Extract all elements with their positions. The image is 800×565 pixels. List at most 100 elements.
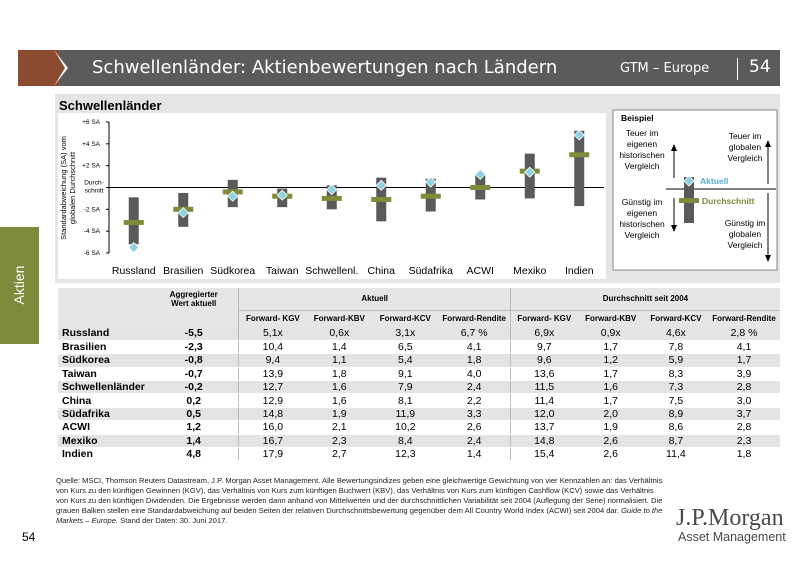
page-number-bottom: 54 [22,530,36,544]
current-diamond [524,166,536,178]
jpmorgan-logo: J.P.Morgan [676,505,784,531]
x-tick-label: Taiwan [266,265,299,277]
legend-durchschnitt-label: Durchschnitt [702,196,755,206]
section-tab[interactable] [0,227,39,344]
table-cell: 11,9 [372,407,439,422]
table-row: Russland -5,5 5,1x 0,6x 3,1x 6,7 % 6,9x 0,9x 4,6… [58,327,780,341]
legend-diamond [683,175,695,187]
table-cell: 4,1 [438,340,511,355]
table-cell: 3,1x [372,327,439,341]
table-cell: 2,3 [708,434,780,449]
table-row: Mexiko 1,4 16,7 2,3 8,4 2,4 14,8 2,6 8,7 2,3 [58,434,780,449]
current-diamond [227,190,239,202]
table-cell: 9,7 [509,340,578,355]
arrow-up-eigen-head-icon [671,144,677,151]
x-tick-label: Indien [565,265,594,277]
table-cell: 13,7 [509,420,578,435]
series-label: GTM – Europe [620,61,710,76]
valuation-table: Aggregierter Wert aktuell Aktuell Durchs… [58,288,780,462]
table-cell: 2,8 [708,380,780,395]
table-cell: 2,6 [577,434,644,449]
table-row: Südafrika 0,5 14,8 1,9 11,9 3,3 12,0 2,0 8,9 3,7 [58,407,780,422]
current-diamond [276,189,288,201]
table-cell: 1,7 [577,340,644,355]
table-cell: 1,2 [577,353,644,368]
table-cell: 11,5 [509,380,578,395]
y-axis-title: Standardabweichung (SA) vomglobalen Durc… [59,136,77,240]
table-cell: 13,6 [509,367,578,382]
average-marker [321,195,342,201]
table-cell: 8,3 [643,367,709,382]
table-cell: 2,3 [306,434,373,449]
legend-title: Beispiel [621,113,654,123]
table-cell: 16,0 [238,420,307,435]
table-cell: 1,7 [577,393,644,408]
average-marker [123,219,144,225]
current-diamond [425,176,437,188]
table-cell: 5,1x [238,327,307,341]
table-row: China 0,2 12,9 1,6 8,1 2,2 11,4 1,7 7,5 3,0 [58,393,780,408]
row-header: China [58,393,149,408]
table-cell: 1,8 [438,353,511,368]
table-cell: 6,9x [509,327,578,341]
agg-cell: 0,2 [148,393,239,408]
table-cell: 14,8 [509,434,578,449]
current-diamond [177,207,189,219]
table-cell: 10,2 [372,420,439,435]
table-cell: 15,4 [509,447,578,462]
source-note: Quelle: MSCI, Thomson Reuters Datastream… [56,476,666,526]
table-cell: 1,4 [438,447,511,462]
y-tick-label: +6 SA [82,119,101,126]
row-header: Schwellenländer [58,380,149,395]
table-cell: 5,4 [372,353,439,368]
table-cell: 12,9 [238,393,307,408]
subheader-cell: Forward-Rendite [708,309,780,327]
group-header-aktuell: Aktuell [238,288,511,310]
y-tick-label: +4 SA [82,141,101,148]
table-cell: 3,7 [708,407,780,422]
agg-cell: 1,2 [148,420,239,435]
x-tick-label: Südkorea [210,265,255,277]
average-marker [420,193,441,199]
table-cell: 3,0 [708,393,780,408]
table-cell: 3,3 [438,407,511,422]
table-cell: 9,6 [509,353,578,368]
table-cell: 12,7 [238,380,307,395]
corner-cell [58,288,149,310]
arrow-up-global-head-icon [765,140,771,147]
table-cell: 9,1 [372,367,439,382]
subheader-cell: Forward- KGV [509,309,578,327]
table-cell: 2,8 [708,420,780,435]
y-tick-label: -2 SA [84,206,101,213]
average-marker [371,197,392,203]
table-cell: 9,4 [238,353,307,368]
group-header-durchschnitt: Durchschnitt seit 2004 [509,288,780,310]
table-cell: 2,1 [306,420,373,435]
legend-teuer-eigen: Teuer im eigenen historischen Vergleich [619,128,665,171]
source-date: Stand der Daten: 30. Juni 2017. [120,516,228,525]
table-cell: 7,9 [372,380,439,395]
table-row: Taiwan -0,7 13,9 1,8 9,1 4,0 13,6 1,7 8,3 3,9 [58,367,780,382]
table-cell: 1,8 [708,447,780,462]
table-cell: 2,8 % [708,327,780,341]
chart-title: Schwellenländer [59,98,162,113]
table-cell: 7,5 [643,393,709,408]
table-cell: 16,7 [238,434,307,449]
current-diamond [128,241,140,254]
subheader-cell: Forward-KCV [643,309,709,327]
average-marker [470,185,491,190]
x-tick-label: ACWI [467,265,494,277]
agg-cell: 0,5 [148,407,239,422]
y-tick-label: -4 SA [84,228,101,235]
x-tick-label: Schwellenl. [305,265,358,277]
legend-guenstig-eigen: Günstig im eigenen historischen Vergleich [619,197,665,240]
corner-cell-2 [58,310,149,327]
table-row: Südkorea -0,8 9,4 1,1 5,4 1,8 9,6 1,2 5,9 1,7 [58,353,780,368]
legend-average-marker [679,198,699,203]
x-tick-label: Russland [112,265,156,277]
table-cell: 2,6 [438,420,511,435]
table-cell: 4,6x [643,327,709,341]
row-header: Südkorea [58,353,149,368]
legend-guenstig-global: Günstig im globalen Vergleich [725,218,766,250]
source-guide: Guide to the Markets – Europe. [56,506,663,525]
